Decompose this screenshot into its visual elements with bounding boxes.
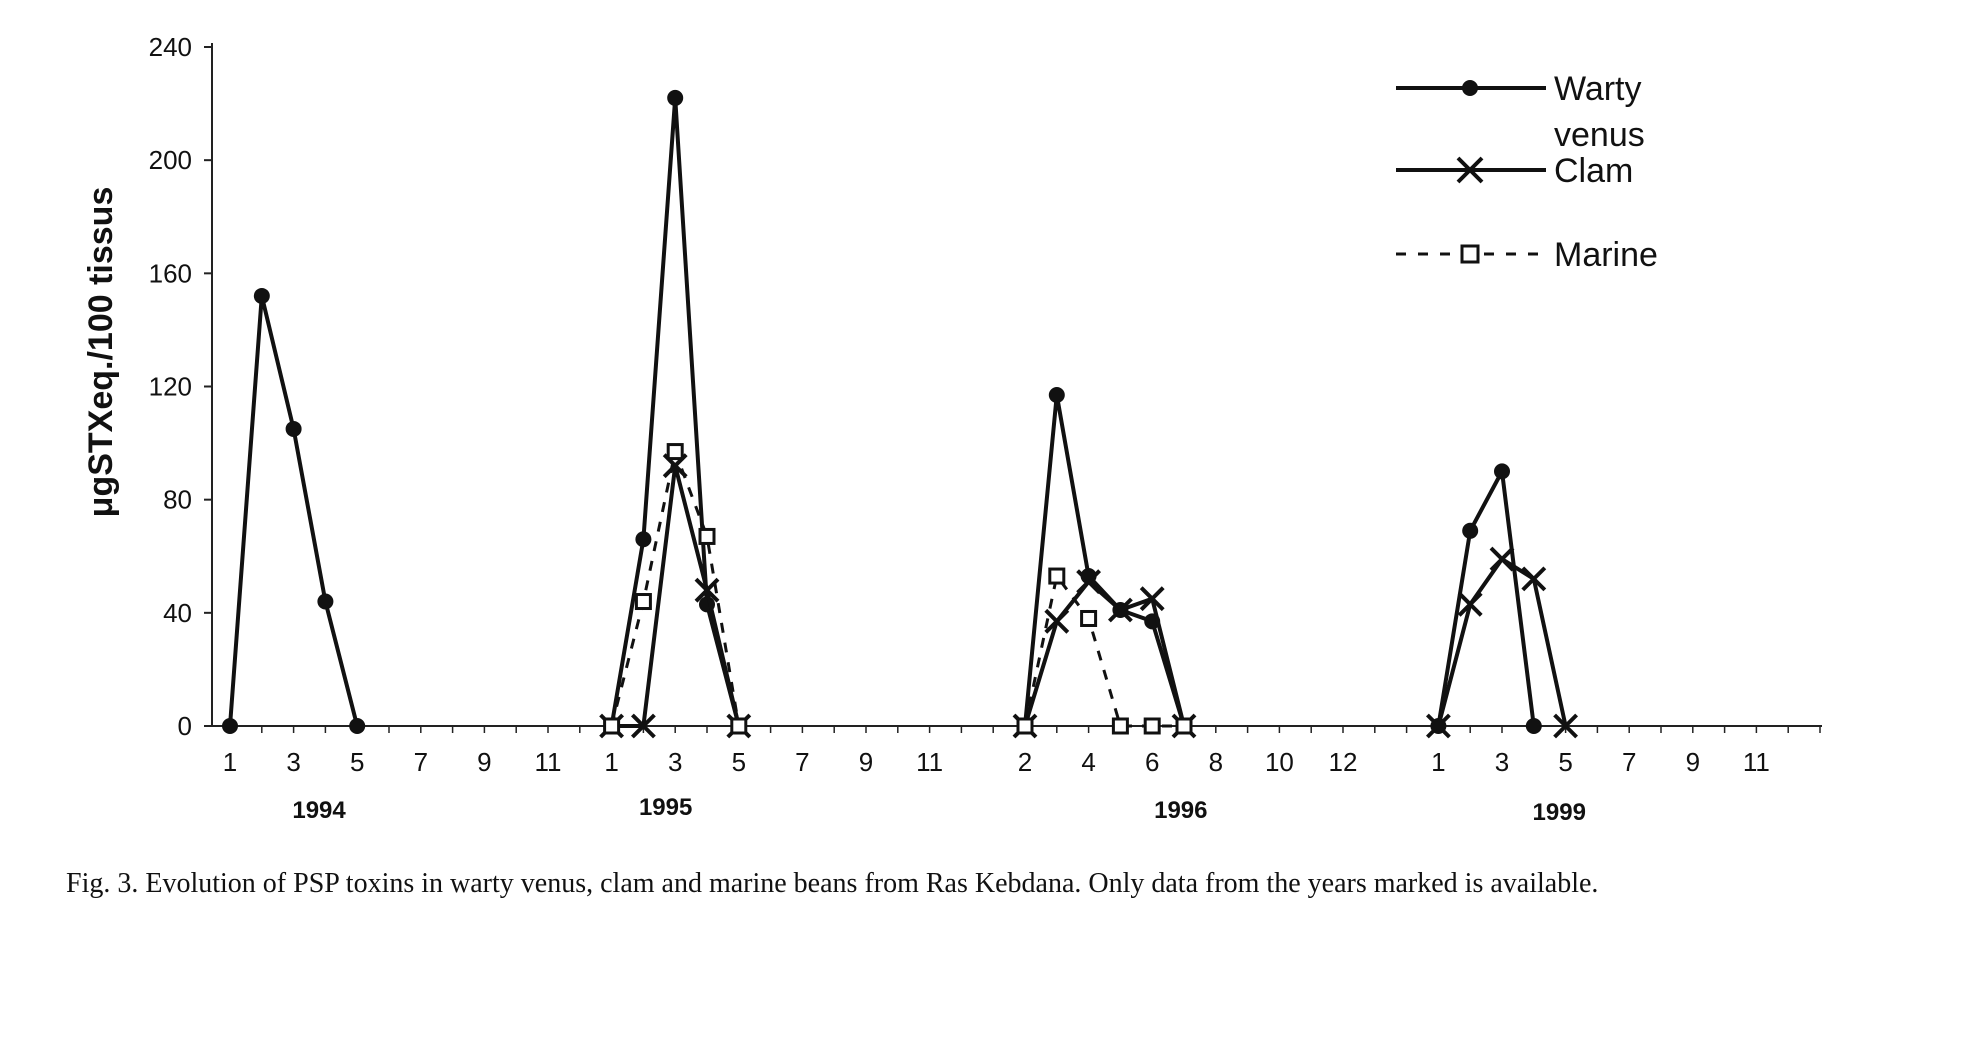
x-tick-label: 5 xyxy=(732,747,746,777)
data-point-marine xyxy=(605,719,619,733)
series-warty-venus xyxy=(222,90,1542,734)
data-point-marine xyxy=(1145,719,1159,733)
series-line xyxy=(1438,559,1565,726)
x-tick-label: 1 xyxy=(604,747,618,777)
series-line xyxy=(612,466,739,726)
x-tick-label: 9 xyxy=(1686,747,1700,777)
series-line xyxy=(612,98,739,726)
data-point-marine xyxy=(636,595,650,609)
x-tick-label: 7 xyxy=(414,747,428,777)
data-point-marine xyxy=(1050,569,1064,583)
data-point-marine xyxy=(1018,719,1032,733)
x-tick-label: 8 xyxy=(1209,747,1223,777)
series-line xyxy=(612,452,739,726)
x-tick-label: 3 xyxy=(1495,747,1509,777)
series-line xyxy=(1438,471,1533,726)
series-clam xyxy=(601,455,1577,737)
data-point-warty-venus xyxy=(1462,523,1478,539)
legend-warty-label-1: Warty xyxy=(1554,70,1642,108)
data-point-marine xyxy=(700,529,714,543)
year-label: 1994 xyxy=(292,797,346,824)
data-point-clam xyxy=(1046,610,1068,632)
x-tick-label: 2 xyxy=(1018,747,1032,777)
legend-marine-marker xyxy=(1462,246,1478,262)
figure-caption: Fig. 3. Evolution of PSP toxins in warty… xyxy=(66,868,1946,900)
x-tick-label: 4 xyxy=(1081,747,1095,777)
y-tick-label: 0 xyxy=(178,711,192,741)
data-point-warty-venus xyxy=(1049,387,1065,403)
data-point-marine xyxy=(1113,719,1127,733)
data-point-marine xyxy=(1082,611,1096,625)
y-axis-label: μgSTXeq./100 tissus xyxy=(82,187,120,518)
x-tick-label: 11 xyxy=(1743,747,1770,777)
data-point-warty-venus xyxy=(349,718,365,734)
x-tick-label: 7 xyxy=(1622,747,1636,777)
x-tick-label: 11 xyxy=(916,747,943,777)
data-point-warty-venus xyxy=(254,288,270,304)
y-tick-label: 240 xyxy=(149,32,192,62)
data-point-warty-venus xyxy=(635,531,651,547)
data-point-warty-venus xyxy=(667,90,683,106)
data-point-marine xyxy=(732,719,746,733)
legend: Warty venus Clam Marine xyxy=(1396,70,1658,274)
x-tick-label: 11 xyxy=(535,747,562,777)
legend-marine-label: Marine xyxy=(1554,236,1658,274)
x-tick-label: 5 xyxy=(1558,747,1572,777)
x-tick-label: 3 xyxy=(668,747,682,777)
y-tick-label: 40 xyxy=(163,598,192,628)
x-tick-label: 6 xyxy=(1145,747,1159,777)
legend-warty-marker xyxy=(1462,80,1478,96)
y-tick-label: 120 xyxy=(149,372,192,402)
x-tick-label: 5 xyxy=(350,747,364,777)
y-tick-label: 80 xyxy=(163,485,192,515)
year-label: 1996 xyxy=(1154,797,1207,824)
year-label: 1995 xyxy=(639,794,692,821)
x-tick-label: 1 xyxy=(1431,747,1445,777)
data-point-warty-venus xyxy=(1526,718,1542,734)
x-tick-label: 1 xyxy=(223,747,237,777)
x-tick-label: 7 xyxy=(795,747,809,777)
data-point-warty-venus xyxy=(1494,463,1510,479)
legend-warty-label-2: venus xyxy=(1554,116,1645,154)
data-point-warty-venus xyxy=(317,594,333,610)
x-tick-label: 10 xyxy=(1265,747,1294,777)
x-tick-label: 9 xyxy=(859,747,873,777)
data-point-marine xyxy=(668,445,682,459)
y-tick-label: 160 xyxy=(149,258,192,288)
data-point-marine xyxy=(1177,719,1191,733)
data-point-clam xyxy=(1491,548,1513,570)
data-point-warty-venus xyxy=(286,421,302,437)
y-tick-label: 200 xyxy=(149,145,192,175)
x-tick-label: 9 xyxy=(477,747,491,777)
x-tick-label: 3 xyxy=(286,747,300,777)
series-line xyxy=(230,296,357,726)
legend-clam-label: Clam xyxy=(1554,152,1633,190)
series-layer xyxy=(222,90,1577,737)
x-tick-label: 12 xyxy=(1329,747,1358,777)
data-point-warty-venus xyxy=(222,718,238,734)
year-label: 1999 xyxy=(1533,799,1586,826)
